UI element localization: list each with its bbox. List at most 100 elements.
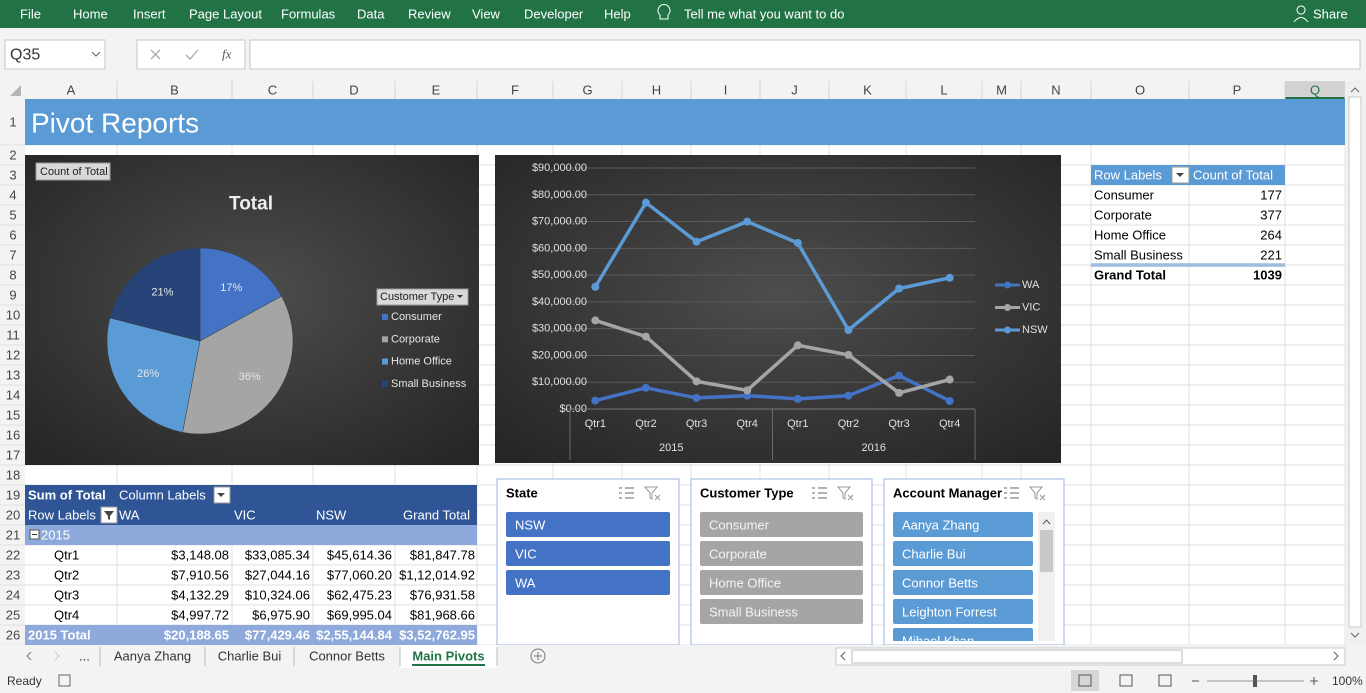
slicer-item[interactable]	[506, 570, 670, 595]
row-header[interactable]: 25	[6, 608, 20, 623]
clear-filter-icon[interactable]	[836, 486, 854, 501]
slicer-item[interactable]	[893, 628, 1033, 653]
ribbon-tab[interactable]: Data	[357, 7, 385, 22]
row-header[interactable]: 1	[9, 115, 16, 130]
multi-select-icon[interactable]	[812, 487, 827, 499]
ribbon-tab[interactable]: Insert	[133, 7, 166, 22]
row-header[interactable]: 13	[6, 368, 20, 383]
row-header[interactable]: 2	[9, 148, 16, 163]
row-header[interactable]: 16	[6, 428, 20, 443]
row-header[interactable]: 15	[6, 408, 20, 423]
column-header[interactable]: N	[1051, 83, 1060, 98]
multi-select-icon[interactable]	[619, 487, 634, 499]
ribbon-tab[interactable]: Formulas	[281, 7, 336, 22]
multi-select-icon[interactable]	[1004, 487, 1019, 499]
zoom-thumb[interactable]	[1253, 675, 1257, 687]
column-header[interactable]: A	[67, 83, 76, 98]
series-point	[793, 341, 802, 350]
row-header[interactable]: 14	[6, 388, 20, 403]
ribbon-tab[interactable]: Developer	[524, 7, 584, 22]
series-point	[895, 284, 904, 293]
column-header[interactable]: E	[432, 83, 441, 98]
row-header[interactable]: 20	[6, 508, 20, 523]
row-header[interactable]: 4	[9, 188, 16, 203]
ribbon-tab[interactable]: Review	[408, 7, 451, 22]
row-header[interactable]: 11	[6, 328, 20, 343]
column-header[interactable]: O	[1135, 83, 1145, 98]
column-header[interactable]: F	[511, 83, 519, 98]
column-header[interactable]: Q	[1310, 83, 1320, 98]
column-header[interactable]: K	[863, 83, 872, 98]
row-header[interactable]: 7	[9, 248, 16, 263]
sheet-tab[interactable]: Aanya Zhang	[114, 649, 191, 664]
legend-swatch	[382, 314, 388, 320]
slicer-item[interactable]	[700, 570, 863, 595]
pie-data-label: 36%	[239, 371, 261, 383]
sheet-tab[interactable]: Connor Betts	[309, 649, 385, 664]
ribbon-tab[interactable]: Help	[604, 7, 631, 22]
page-break-icon[interactable]	[1158, 674, 1172, 687]
ribbon-tab[interactable]: Page Layout	[189, 7, 262, 22]
row-header[interactable]: 18	[6, 468, 20, 483]
sheet-tab[interactable]: Charlie Bui	[218, 649, 282, 664]
new-sheet-button[interactable]	[530, 648, 546, 664]
ribbon-tab[interactable]: Home	[73, 7, 108, 22]
row-header[interactable]: 3	[9, 168, 16, 183]
column-header[interactable]: L	[940, 83, 947, 98]
column-header[interactable]: H	[652, 83, 661, 98]
row-header[interactable]: 26	[6, 628, 20, 643]
slicer-item[interactable]	[700, 541, 863, 566]
normal-view-icon	[1078, 674, 1092, 687]
row-header[interactable]: 5	[9, 208, 16, 223]
row-header[interactable]: 23	[6, 568, 20, 583]
row-header[interactable]: 22	[6, 548, 20, 563]
slicer-item[interactable]	[700, 512, 863, 537]
ribbon-tab[interactable]: View	[472, 7, 501, 22]
row-header[interactable]: 19	[6, 488, 20, 503]
share-button[interactable]: Share	[1313, 7, 1348, 22]
slicer-item[interactable]	[700, 599, 863, 624]
zoom-plus[interactable]	[1310, 677, 1318, 685]
tab-nav-prev[interactable]	[26, 651, 32, 661]
normal-view[interactable]	[1071, 670, 1099, 691]
column-header[interactable]: M	[996, 83, 1007, 98]
row-header[interactable]: 10	[6, 308, 20, 323]
row-header[interactable]: 21	[6, 528, 20, 543]
series-point	[743, 217, 752, 226]
column-header[interactable]: C	[268, 83, 277, 98]
column-header[interactable]: D	[349, 83, 358, 98]
column-header[interactable]: P	[1233, 83, 1242, 98]
formula-input[interactable]	[249, 39, 1361, 70]
name-box[interactable]	[4, 39, 106, 70]
tell-me[interactable]: Tell me what you want to do	[684, 7, 844, 22]
row-header[interactable]: 17	[6, 448, 20, 463]
row-header[interactable]: 8	[9, 268, 16, 283]
slicer-item[interactable]	[893, 570, 1033, 595]
clear-filter-icon[interactable]	[1028, 486, 1046, 501]
tab-nav-next[interactable]	[54, 651, 60, 661]
tab-more[interactable]: ...	[79, 649, 90, 664]
row-header[interactable]: 12	[6, 348, 20, 363]
slicer-item[interactable]	[506, 512, 670, 537]
page-layout-icon[interactable]	[1119, 674, 1133, 687]
legend-label: NSW	[1022, 324, 1048, 336]
row-header[interactable]: 24	[6, 588, 20, 603]
row-header[interactable]: 9	[9, 288, 16, 303]
zoom-level[interactable]: 100%	[1332, 674, 1363, 688]
legend-filter[interactable]	[376, 288, 469, 306]
column-header[interactable]: B	[170, 83, 179, 98]
row-header[interactable]: 6	[9, 228, 16, 243]
column-header[interactable]: J	[791, 83, 798, 98]
column-header[interactable]: G	[582, 83, 592, 98]
slicer-item[interactable]	[893, 599, 1033, 624]
slicer-item[interactable]	[893, 541, 1033, 566]
clear-filter-icon[interactable]	[643, 486, 661, 501]
sheet-tab[interactable]: Main Pivots	[412, 649, 484, 664]
column-header[interactable]: I	[724, 83, 728, 98]
pivot-total-value: $77,429.46	[245, 628, 310, 643]
slicer-item[interactable]	[893, 512, 1033, 537]
ribbon-tab[interactable]: File	[20, 7, 41, 22]
slicer-item[interactable]	[506, 541, 670, 566]
slicer-title: State	[506, 486, 538, 501]
h-scroll-left	[840, 651, 846, 661]
